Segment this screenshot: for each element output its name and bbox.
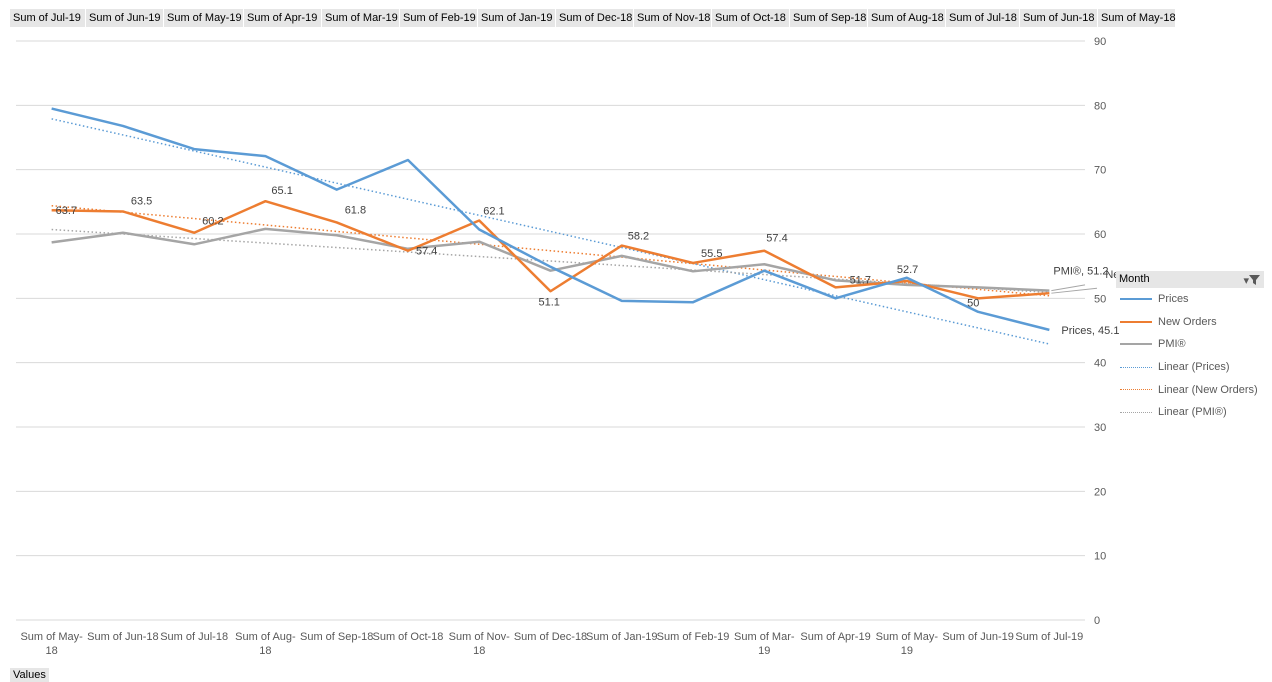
filter-dropdown-icon[interactable]: ▾ xyxy=(1243,273,1260,290)
y-tick-label: 60 xyxy=(1094,229,1106,241)
x-tick-label: Sum of Jan-19 xyxy=(586,631,658,643)
legend-item[interactable]: PMI® xyxy=(1116,333,1264,356)
x-tick-label: Sum of Apr-19 xyxy=(800,631,870,643)
data-label: 57.4 xyxy=(416,246,437,258)
x-tick-label-line: Sum of May- xyxy=(20,631,83,643)
legend-title: Month xyxy=(1119,273,1150,285)
x-tick-label: Sum of Feb-19 xyxy=(657,631,730,643)
legend-label: Linear (New Orders) xyxy=(1158,384,1258,396)
x-tick-label: Sum of Jul-18 xyxy=(160,631,228,643)
legend-item[interactable]: Linear (Prices) xyxy=(1116,356,1264,379)
legend-label: PMI® xyxy=(1158,338,1186,350)
values-field-button[interactable]: Values xyxy=(10,668,49,682)
legend-item[interactable]: Linear (New Orders) xyxy=(1116,378,1264,401)
y-tick-label: 30 xyxy=(1094,422,1106,434)
legend-swatch xyxy=(1120,298,1152,300)
x-tick-label-line: Sum of Jun-19 xyxy=(942,631,1014,643)
x-tick-label-line: Sum of Jun-18 xyxy=(87,631,159,643)
x-tick-label: Sum of Mar- 19 xyxy=(734,631,795,657)
x-tick-label-line: Sum of Jan-19 xyxy=(586,631,658,643)
x-tick-label-line: 18 xyxy=(473,645,485,657)
data-label: 62.1 xyxy=(483,205,504,217)
x-tick-label-line: Sum of Aug- xyxy=(235,631,296,643)
y-tick-label: 0 xyxy=(1094,615,1100,627)
y-tick-label: 10 xyxy=(1094,551,1106,563)
legend-swatch xyxy=(1120,343,1152,345)
legend-swatch xyxy=(1120,389,1152,390)
legend-item[interactable]: Prices xyxy=(1116,288,1264,311)
x-tick-label: Sum of May- 18 xyxy=(20,631,83,657)
data-label: 51.7 xyxy=(850,274,871,286)
data-label: 57.4 xyxy=(766,233,787,245)
x-tick-label-line: Sum of Jul-18 xyxy=(160,631,228,643)
legend-label: Linear (Prices) xyxy=(1158,361,1230,373)
data-label: 51.1 xyxy=(539,296,560,308)
x-tick-label-line: Sum of Nov- xyxy=(449,631,510,643)
x-tick-label-line: Sum of May- xyxy=(876,631,939,643)
data-label: 55.5 xyxy=(701,248,722,260)
legend: Month ▾ Prices New Orders PMI® Linear (Pric… xyxy=(1116,271,1264,424)
x-tick-label-line: 18 xyxy=(259,645,271,657)
legend-swatch xyxy=(1120,412,1152,413)
x-tick-label-line: Sum of Sep-18 xyxy=(300,631,373,643)
data-label: 63.5 xyxy=(131,195,152,207)
x-tick-label-line: Sum of Feb-19 xyxy=(657,631,730,643)
x-tick-label: Sum of Oct-18 xyxy=(373,631,444,643)
data-label: 60.2 xyxy=(202,216,223,228)
trendlines xyxy=(52,119,1050,344)
x-tick-label: Sum of Jul-19 xyxy=(1015,631,1083,643)
x-tick-label-line: Sum of Oct-18 xyxy=(373,631,444,643)
x-tick-label: Sum of Aug- 18 xyxy=(235,631,296,657)
x-tick-label: Sum of Sep-18 xyxy=(300,631,373,643)
legend-item[interactable]: New Orders xyxy=(1116,311,1264,334)
legend-item[interactable]: Linear (PMI®) xyxy=(1116,401,1264,424)
data-label: 61.8 xyxy=(345,204,366,216)
trendline-2 xyxy=(52,229,1050,292)
gridlines xyxy=(16,41,1085,620)
x-tick-label: Sum of Nov- 18 xyxy=(449,631,510,657)
legend-label: Linear (PMI®) xyxy=(1158,406,1227,418)
x-tick-label-line: 18 xyxy=(46,645,58,657)
legend-swatch xyxy=(1120,367,1152,368)
trendline-0 xyxy=(52,119,1050,344)
data-label: 58.2 xyxy=(628,231,649,243)
data-labels: 63.7 63.5 60.2 65.1 61.8 57.4 62.1 51.1 58.2 55.5… xyxy=(56,185,1120,337)
x-tick-label-line: 19 xyxy=(901,645,913,657)
legend-label: New Orders xyxy=(1158,316,1217,328)
x-tick-label: Sum of May- 19 xyxy=(876,631,939,657)
y-tick-label: 20 xyxy=(1094,486,1106,498)
y-tick-label: 80 xyxy=(1094,100,1106,112)
x-tick-label-line: Sum of Apr-19 xyxy=(800,631,870,643)
x-tick-label-line: 19 xyxy=(758,645,770,657)
legend-field-button[interactable]: Month ▾ xyxy=(1116,271,1264,288)
y-tick-label: 50 xyxy=(1094,293,1106,305)
data-label: PMI®, 51.2 xyxy=(1053,266,1108,278)
x-tick-label: Sum of Dec-18 xyxy=(514,631,587,643)
x-tick-label: Sum of Jun-18 xyxy=(87,631,159,643)
data-label: 63.7 xyxy=(56,205,77,217)
x-tick-label-line: Sum of Jul-19 xyxy=(1015,631,1083,643)
data-label: 65.1 xyxy=(271,185,292,197)
legend-label: Prices xyxy=(1158,293,1189,305)
y-tick-label: 90 xyxy=(1094,36,1106,48)
x-tick-label-line: Sum of Mar- xyxy=(734,631,795,643)
legend-swatch xyxy=(1120,321,1152,323)
data-label: 52.7 xyxy=(897,264,918,276)
y-tick-label: 70 xyxy=(1094,165,1106,177)
y-tick-label: 40 xyxy=(1094,358,1106,370)
x-tick-label: Sum of Jun-19 xyxy=(942,631,1014,643)
data-label: 50 xyxy=(967,297,979,309)
x-tick-label-line: Sum of Dec-18 xyxy=(514,631,587,643)
data-label: Prices, 45.1 xyxy=(1061,325,1119,337)
